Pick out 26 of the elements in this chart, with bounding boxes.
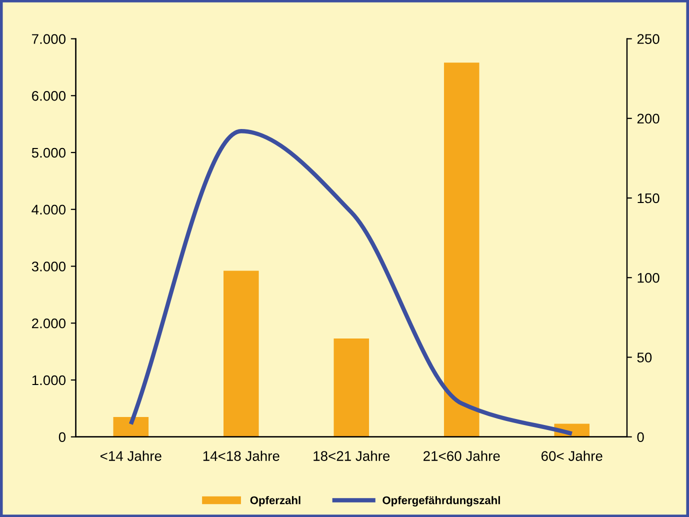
line-series — [128, 129, 574, 436]
legend-label: Opfergefährdungszahl — [382, 496, 500, 506]
y2-tick-label: 50 — [637, 352, 652, 362]
y2-tick-label: 100 — [638, 272, 660, 283]
x-tick-label: <14 Jahre — [100, 450, 162, 461]
y-tick-label: 0 — [58, 432, 66, 442]
y2-tick-label: 200 — [637, 114, 660, 124]
y-tick-label: 2.000 — [32, 318, 66, 328]
y-tick-label: 5.000 — [32, 148, 66, 158]
x-tick-label: 60< Jahre — [541, 450, 602, 461]
x-tick-label: 18<21 Jahre — [314, 450, 390, 461]
bar — [113, 416, 149, 437]
y-tick-label: 4.000 — [32, 204, 66, 215]
y2-tick-label: 250 — [637, 34, 660, 44]
legend-label: Opferzahl — [250, 496, 300, 506]
y-tick-label: 7.000 — [32, 34, 66, 44]
y2-tick-label: 0 — [637, 432, 644, 442]
x-tick-label: 21<60 Jahre — [424, 450, 500, 461]
bar — [444, 62, 480, 437]
x-tick-label: 14<18 Jahre — [203, 450, 280, 461]
y-tick-label: 6.000 — [32, 90, 66, 101]
bar — [334, 338, 370, 437]
y-tick-label: 1.000 — [32, 375, 66, 386]
y2-tick-label: 150 — [638, 193, 660, 204]
y-tick-label: 3.000 — [32, 262, 66, 272]
bar — [224, 270, 259, 437]
